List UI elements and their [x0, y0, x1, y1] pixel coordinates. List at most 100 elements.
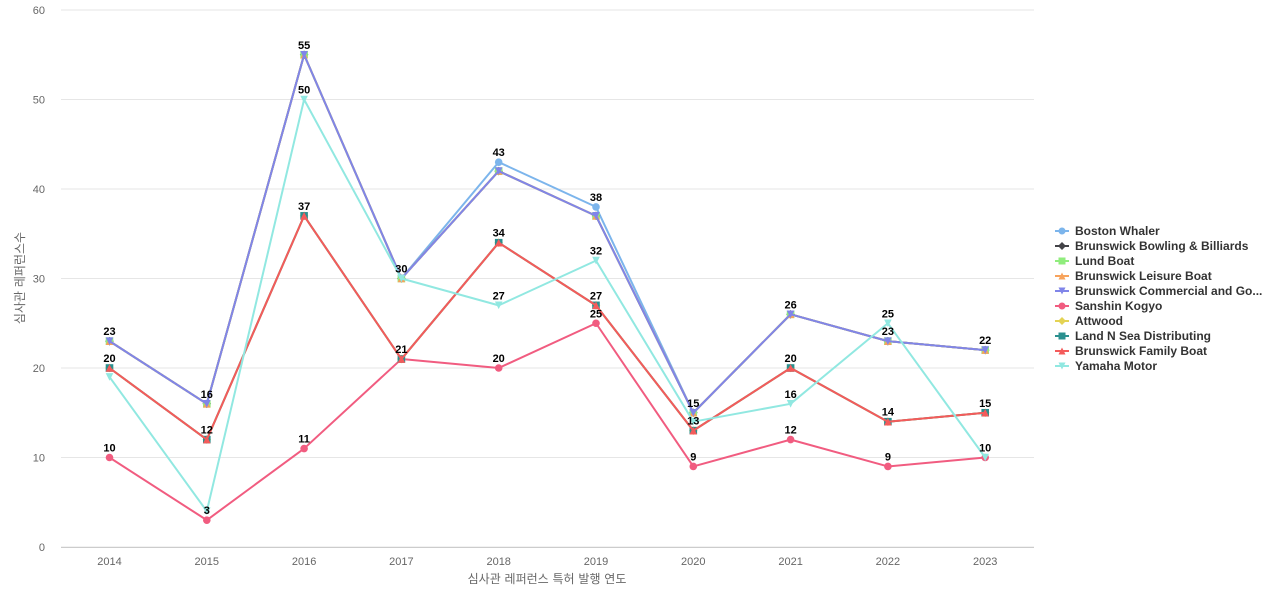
point-brunswick-family-boat-2022 [884, 417, 892, 426]
data-label-2018-27: 27 [493, 290, 505, 302]
series-brunswick-commercial-and-go [105, 50, 989, 417]
x-axis-ticks: 2014 2015 2016 2017 2018 2019 2020 2021 2022 2023 [97, 556, 997, 568]
point-yamaha-motor-2014 [105, 373, 114, 381]
data-label-2015-16: 16 [201, 389, 213, 401]
data-label-2021-16: 16 [784, 389, 796, 401]
data-label-2022-23: 23 [882, 326, 894, 338]
data-label-2014-10: 10 [103, 443, 115, 455]
series-layer [105, 50, 990, 524]
series-line-yamaha-motor [108, 98, 987, 513]
series-brunswick-bowling-billiards [105, 50, 990, 418]
data-label-2022-25: 25 [882, 308, 894, 320]
data-label-2021-12: 12 [784, 425, 796, 437]
point-yamaha-motor-2016 [300, 95, 308, 104]
data-label-2021-26: 26 [784, 299, 796, 311]
data-label-2016-50: 50 [298, 85, 310, 97]
legend-marker-yamaha-motor [1058, 362, 1066, 370]
series-sanshin-kogyo [105, 319, 989, 524]
data-label-2016-55: 55 [298, 40, 310, 52]
x-tick-label-2019: 2019 [584, 556, 608, 568]
data-label-2018-20: 20 [493, 353, 505, 365]
point-brunswick-family-boat-2019 [592, 301, 600, 310]
data-label-2019-27: 27 [590, 290, 602, 302]
legend-label-lund-boat: Lund Boat [1075, 254, 1134, 268]
y-tick-label-60: 60 [33, 5, 45, 17]
legend-item-brunswick-leisure-boat[interactable]: Brunswick Leisure Boat [1055, 269, 1212, 283]
point-sanshin-kogyo-2014 [105, 453, 114, 462]
x-tick-label-2016: 2016 [292, 556, 316, 568]
point-sanshin-kogyo-2022 [884, 462, 892, 471]
point-brunswick-family-boat-2018 [494, 238, 503, 247]
point-sanshin-kogyo-2015 [203, 516, 211, 524]
data-label-2019-25: 25 [590, 308, 602, 320]
series-lund-boat [105, 50, 989, 417]
series-yamaha-motor [105, 95, 989, 515]
y-axis-ticks: 0 10 20 30 40 50 60 [33, 5, 45, 554]
series-line-land-n-sea-distributing [108, 214, 987, 441]
y-tick-label-40: 40 [33, 184, 45, 196]
data-labels: 23 20 10 16 12 3 55 50 37 11 30 21 43 34 27 20 38 32 27 25 1… [103, 40, 991, 517]
series-line-brunswick-commercial-and-go [108, 53, 987, 414]
y-tick-label-50: 50 [33, 95, 45, 107]
point-brunswick-family-boat-2021 [786, 364, 795, 372]
point-sanshin-kogyo-2020 [689, 462, 698, 471]
legend-marker-land-n-sea-distributing [1058, 332, 1066, 340]
data-label-2018-43: 43 [493, 147, 505, 159]
y-tick-label-0: 0 [39, 542, 45, 554]
grid-layer [61, 9, 1034, 548]
data-label-2015-12: 12 [201, 425, 213, 437]
data-label-2023-15: 15 [979, 398, 991, 410]
point-sanshin-kogyo-2021 [786, 435, 795, 444]
point-yamaha-motor-2015 [203, 507, 211, 515]
point-sanshin-kogyo-2016 [300, 444, 308, 453]
series-line-attwood [108, 214, 987, 441]
x-tick-label-2014: 2014 [97, 556, 121, 568]
point-yamaha-motor-2019 [592, 256, 600, 265]
legend-item-yamaha-motor[interactable]: Yamaha Motor [1055, 359, 1157, 373]
legend-label-yamaha-motor: Yamaha Motor [1075, 359, 1157, 373]
x-tick-label-2023: 2023 [973, 556, 997, 568]
legend-item-lund-boat[interactable]: Lund Boat [1055, 254, 1134, 268]
legend-item-land-n-sea-distributing[interactable]: Land N Sea Distributing [1055, 329, 1211, 343]
data-label-2017-21: 21 [395, 344, 407, 356]
point-brunswick-family-boat-2015 [203, 435, 211, 444]
series-land-n-sea-distributing [105, 212, 989, 444]
point-boston-whaler-2018 [494, 158, 503, 166]
point-boston-whaler-2019 [592, 203, 600, 211]
point-brunswick-family-boat-2016 [300, 212, 308, 220]
legend-marker-sanshin-kogyo [1058, 302, 1066, 310]
x-tick-label-2020: 2020 [681, 556, 705, 568]
point-brunswick-commercial-and-go-2016 [300, 50, 308, 59]
legend-label-brunswick-commercial-and-go: Brunswick Commercial and Go... [1075, 284, 1262, 298]
legend-item-attwood[interactable]: Attwood [1055, 314, 1123, 328]
legend-label-brunswick-leisure-boat: Brunswick Leisure Boat [1075, 269, 1212, 283]
legend-item-brunswick-bowling-billiards[interactable]: Brunswick Bowling & Billiards [1055, 239, 1249, 253]
data-label-2020-15: 15 [687, 398, 699, 410]
legend-label-brunswick-family-boat: Brunswick Family Boat [1075, 344, 1207, 358]
data-label-2023-22: 22 [979, 335, 991, 347]
legend-item-boston-whaler[interactable]: Boston Whaler [1055, 224, 1160, 238]
x-tick-label-2022: 2022 [876, 556, 900, 568]
x-axis-title: 심사관 레퍼런스 특허 발행 연도 [468, 571, 627, 586]
data-label-2021-20: 20 [784, 353, 796, 365]
legend-item-sanshin-kogyo[interactable]: Sanshin Kogyo [1055, 299, 1162, 313]
point-sanshin-kogyo-2018 [494, 364, 503, 372]
legend-item-brunswick-family-boat[interactable]: Brunswick Family Boat [1055, 344, 1207, 358]
x-tick-label-2018: 2018 [486, 556, 510, 568]
legend-marker-brunswick-bowling-billiards [1058, 242, 1066, 250]
data-label-2022-9: 9 [885, 451, 891, 463]
point-brunswick-commercial-and-go-2022 [884, 337, 892, 345]
point-brunswick-commercial-and-go-2021 [786, 310, 795, 319]
legend-item-brunswick-commercial-and-go[interactable]: Brunswick Commercial and Go... [1055, 284, 1262, 298]
data-label-2018-34: 34 [493, 228, 506, 240]
legend-label-land-n-sea-distributing: Land N Sea Distributing [1075, 329, 1211, 343]
data-label-2019-38: 38 [590, 192, 602, 204]
data-label-2023-10: 10 [979, 443, 991, 455]
x-tick-label-2021: 2021 [778, 556, 802, 568]
y-tick-label-20: 20 [33, 363, 45, 375]
point-brunswick-commercial-and-go-2023 [981, 346, 989, 354]
data-label-2017-30: 30 [395, 264, 407, 276]
legend-marker-brunswick-commercial-and-go [1058, 287, 1066, 295]
point-brunswick-commercial-and-go-2018 [494, 167, 503, 175]
